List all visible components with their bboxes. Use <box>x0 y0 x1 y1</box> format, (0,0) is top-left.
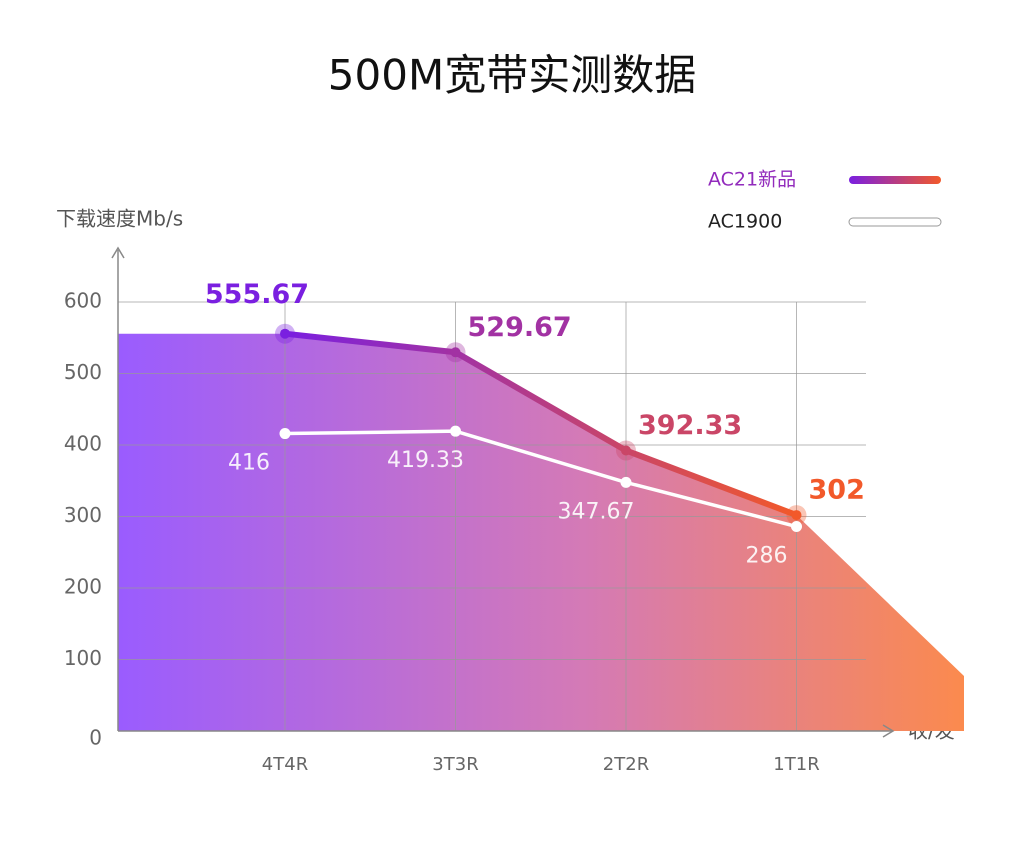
data-label: 302 <box>809 475 865 506</box>
legend-label: AC21新品 <box>708 169 796 191</box>
legend-swatch <box>848 217 942 227</box>
series-line <box>284 429 797 529</box>
data-label: 392.33 <box>638 410 742 441</box>
data-label: 347.67 <box>558 499 635 524</box>
point <box>791 510 802 521</box>
data-label: 555.67 <box>205 279 309 310</box>
point <box>279 428 291 440</box>
area <box>118 333 964 731</box>
y-axis-arrow <box>111 246 125 259</box>
data-label: 416 <box>228 451 270 476</box>
y-tick-label: 400 <box>64 432 102 456</box>
legend-label: AC1900 <box>708 211 782 233</box>
y-axis-label: 下载速度Mb/s <box>56 207 183 231</box>
point <box>621 445 631 456</box>
y-tick-label: 0 <box>89 726 102 750</box>
y-tick-label: 300 <box>64 503 102 527</box>
chart-title: 500M宽带实测数据 <box>328 51 696 100</box>
y-tick-label: 200 <box>64 575 102 599</box>
series-line <box>284 330 798 518</box>
x-tick-label: 3T3R <box>432 754 478 775</box>
point <box>620 476 632 488</box>
x-tick-label: 4T4R <box>262 754 308 775</box>
data-label: 529.67 <box>468 312 572 343</box>
y-tick-label: 500 <box>64 360 102 384</box>
point <box>280 328 290 339</box>
data-label: 419.33 <box>387 448 464 473</box>
point <box>450 347 461 358</box>
y-tick-label: 600 <box>64 289 102 313</box>
x-tick-label: 2T2R <box>603 754 649 775</box>
data-label: 286 <box>746 544 788 569</box>
legend-swatch <box>849 176 941 184</box>
x-axis-arrow <box>882 724 895 738</box>
point <box>791 521 802 533</box>
x-tick-label: 1T1R <box>773 754 819 775</box>
point <box>450 425 461 437</box>
y-tick-label: 100 <box>64 646 102 670</box>
